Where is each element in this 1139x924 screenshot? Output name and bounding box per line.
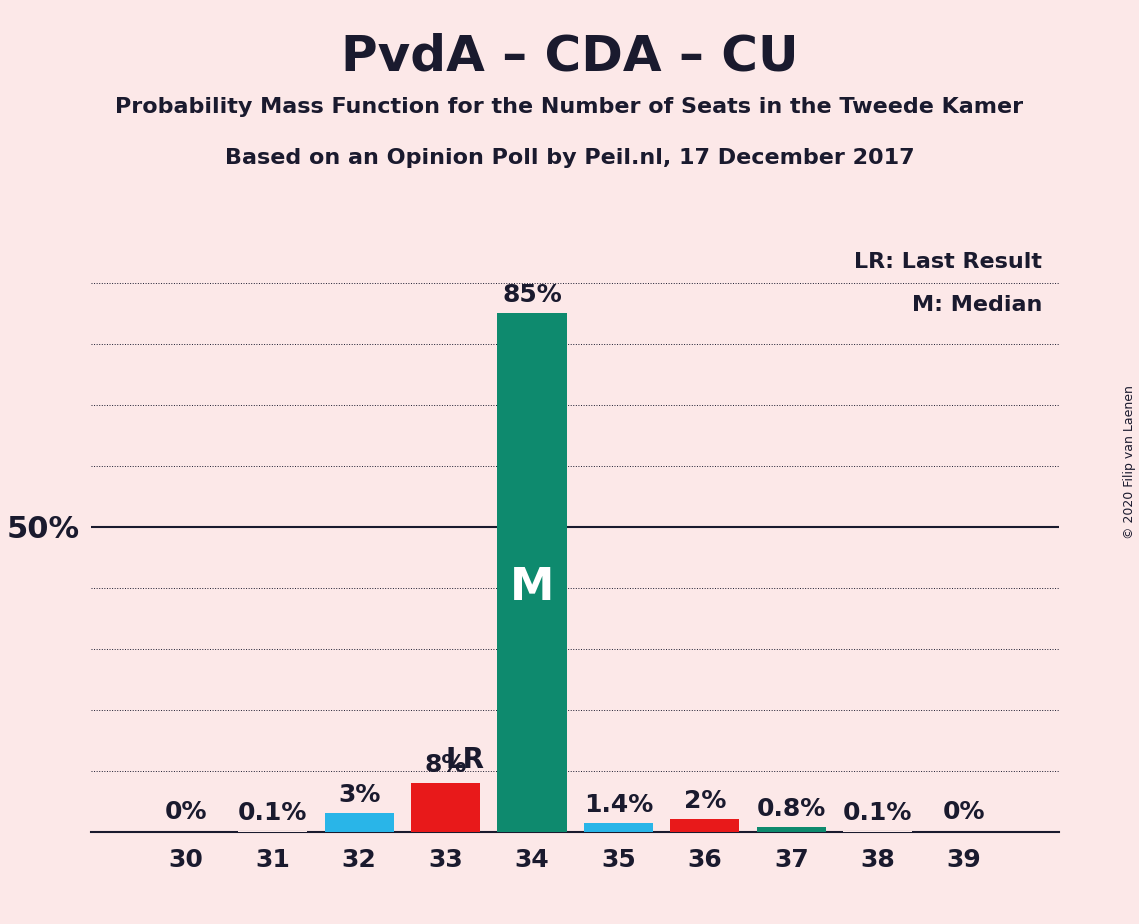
Text: 0%: 0% bbox=[943, 800, 985, 824]
Text: 0%: 0% bbox=[165, 800, 207, 824]
Text: 2%: 2% bbox=[683, 789, 726, 813]
Text: Based on an Opinion Poll by Peil.nl, 17 December 2017: Based on an Opinion Poll by Peil.nl, 17 … bbox=[224, 148, 915, 168]
Text: LR: Last Result: LR: Last Result bbox=[854, 252, 1042, 273]
Text: © 2020 Filip van Laenen: © 2020 Filip van Laenen bbox=[1123, 385, 1137, 539]
Text: 85%: 85% bbox=[502, 283, 562, 307]
Text: M: M bbox=[510, 566, 555, 609]
Bar bbox=[411, 783, 481, 832]
Text: 8%: 8% bbox=[425, 753, 467, 777]
Text: M: Median: M: Median bbox=[911, 295, 1042, 315]
Text: LR: LR bbox=[445, 746, 484, 773]
Text: Probability Mass Function for the Number of Seats in the Tweede Kamer: Probability Mass Function for the Number… bbox=[115, 97, 1024, 117]
Text: 0.8%: 0.8% bbox=[756, 796, 826, 821]
Text: 1.4%: 1.4% bbox=[584, 793, 653, 817]
Bar bbox=[756, 827, 826, 832]
Bar bbox=[325, 813, 394, 832]
Bar bbox=[584, 823, 653, 832]
Bar bbox=[670, 820, 739, 832]
Text: 0.1%: 0.1% bbox=[238, 801, 308, 825]
Text: PvdA – CDA – CU: PvdA – CDA – CU bbox=[341, 32, 798, 80]
Text: 0.1%: 0.1% bbox=[843, 801, 912, 825]
Text: 3%: 3% bbox=[338, 784, 380, 808]
Bar bbox=[498, 313, 566, 832]
